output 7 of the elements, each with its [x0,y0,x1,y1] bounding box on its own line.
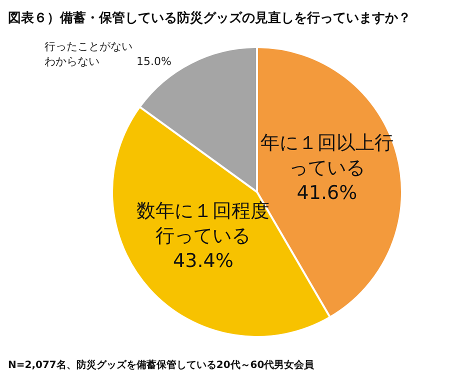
data-label: 43.4% [172,248,234,274]
text: N=2,077名、防災グッズを備蓄保管している20代～60代男女会員 [8,358,316,372]
chart-title: 図表６）備蓄・保管している防災グッズの見直しを行っていますか？ [8,10,412,28]
data-label: 15.0% [136,54,172,70]
slice-label: 数年に１回程度行っている [136,198,271,249]
data-label: 41.6% [296,182,358,204]
slice-label: 年に１回以上行っている [259,131,394,182]
